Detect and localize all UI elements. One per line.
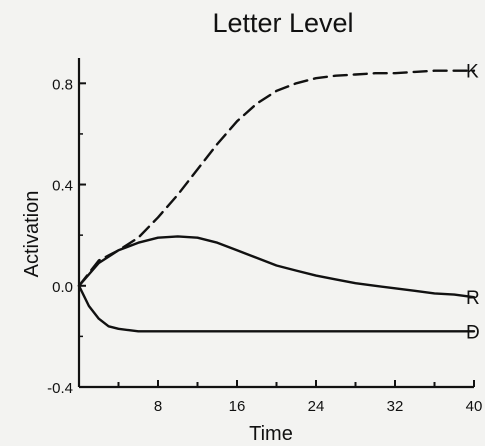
y-tick-label: -0.4 (47, 380, 73, 397)
x-axis-label: Time (249, 423, 293, 445)
x-tick-label: 16 (229, 398, 246, 415)
x-tick-label: 24 (308, 398, 325, 415)
y-axis-label: Activation (21, 191, 43, 278)
series-label-d: D (466, 322, 480, 343)
x-tick-label: 32 (387, 398, 404, 415)
x-tick-label: 8 (154, 398, 162, 415)
series-line-d (77, 284, 476, 333)
chart-title: Letter Level (212, 8, 353, 38)
series-labels: K RD (466, 62, 480, 344)
y-tick-label: 0.4 (52, 178, 73, 195)
y-tick-label: 0.8 (52, 76, 73, 93)
series-label-r: R (466, 288, 480, 309)
plot-lines (77, 69, 476, 333)
series-line-r (77, 235, 476, 299)
series-label-k: K (466, 62, 479, 83)
series-line-k (77, 69, 476, 287)
x-tick-label: 40 (466, 398, 483, 415)
y-tick-label: 0.0 (52, 279, 73, 296)
axes: 0.8 0.4 0.0 -0.4 8 16 24 32 40 (47, 58, 482, 415)
